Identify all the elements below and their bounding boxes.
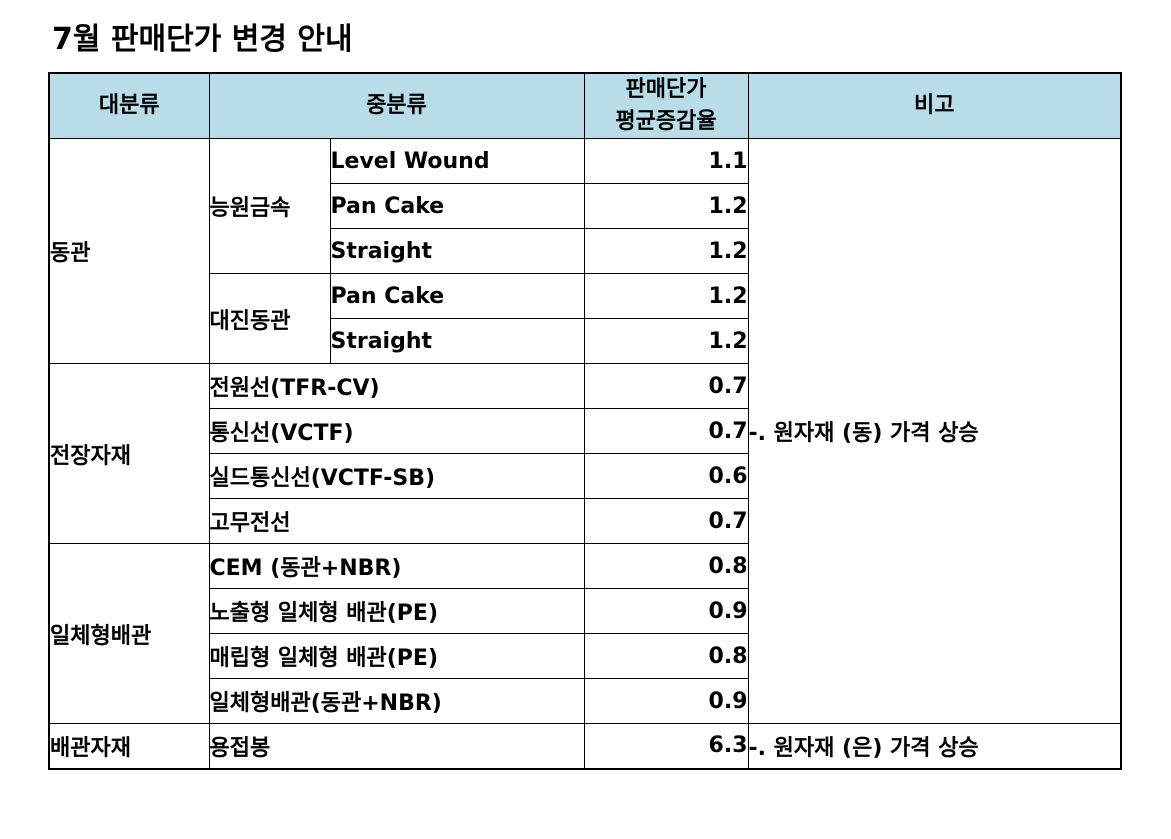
table-row: 동관 능원금속 Level Wound 1.1 -. 원자재 (동) 가격 상승 (48, 138, 1122, 724)
value-cell: 1.1 (583, 138, 749, 184)
header-sub-category: 중분류 (208, 72, 585, 139)
table-row: 전장자재 전원선(TFR-CV) 0.7 (48, 363, 1121, 544)
value-cell: 1.2 (583, 183, 749, 229)
price-change-table: 대분류 중분류 판매단가 평균증감율 비고 동관 능원금속 Level Woun… (48, 72, 1123, 770)
remark-cell: -. 원자재 (동) 가격 상승 (747, 138, 1122, 724)
item-cell: Pan Cake (329, 183, 585, 229)
table-row: 실드통신선(VCTF-SB) 0.6 (49, 453, 1121, 499)
item-cell: Straight (329, 318, 585, 364)
table-row: 통신선(VCTF) 0.7 (49, 408, 1121, 454)
header-remarks: 비고 (747, 72, 1122, 139)
value-cell: 0.8 (583, 543, 749, 589)
table-row: 매립형 일체형 배관(PE) 0.8 (49, 633, 1121, 679)
remark-cell: -. 원자재 (은) 가격 상승 (747, 723, 1122, 769)
value-cell: 0.7 (583, 408, 749, 454)
header-avg-change-line1: 판매단가 (625, 77, 707, 102)
subcategory-cell: 능원금속 (208, 138, 331, 274)
item-cell: Straight (329, 228, 585, 274)
item-cell: 일체형배관(동관+NBR) (208, 678, 585, 724)
header-major-category: 대분류 (48, 72, 210, 139)
table-row: Pan Cake 1.2 (49, 183, 1121, 229)
value-cell: 0.8 (583, 633, 749, 679)
item-cell: 실드통신선(VCTF-SB) (208, 453, 585, 499)
value-cell: 1.2 (583, 318, 749, 364)
header-avg-change-rate: 판매단가 평균증감율 (583, 72, 749, 139)
item-cell: Level Wound (329, 138, 585, 184)
category-cell: 동관 (48, 138, 210, 364)
item-cell: 전원선(TFR-CV) (208, 363, 585, 409)
value-cell: 6.3 (583, 723, 749, 769)
table-row: 일체형배관 CEM (동관+NBR) 0.8 (48, 543, 1121, 724)
header-row: 대분류 중분류 판매단가 평균증감율 비고 (48, 72, 1122, 139)
page-title: 7월 판매단가 변경 안내 (52, 22, 353, 57)
category-cell: 배관자재 (48, 723, 210, 769)
value-cell: 1.2 (583, 273, 749, 319)
item-cell: 통신선(VCTF) (208, 408, 585, 454)
value-cell: 1.2 (583, 228, 749, 274)
table-row: 일체형배관(동관+NBR) 0.9 (49, 678, 1121, 724)
table-row: Straight 1.2 (49, 318, 1121, 364)
item-cell: 용접봉 (208, 723, 585, 769)
item-cell: 고무전선 (208, 498, 585, 544)
item-cell: Pan Cake (329, 273, 585, 319)
item-cell: 노출형 일체형 배관(PE) (208, 588, 585, 634)
value-cell: 0.7 (583, 498, 749, 544)
subcategory-cell: 대진동관 (208, 273, 331, 364)
header-avg-change-line2: 평균증감율 (615, 109, 717, 134)
table-row: 노출형 일체형 배관(PE) 0.9 (49, 588, 1121, 634)
item-cell: CEM (동관+NBR) (208, 543, 585, 589)
item-cell: 매립형 일체형 배관(PE) (208, 633, 585, 679)
value-cell: 0.9 (583, 588, 749, 634)
category-cell: 전장자재 (48, 363, 210, 544)
table-row: 고무전선 0.7 (49, 498, 1121, 544)
category-cell: 일체형배관 (48, 543, 210, 724)
value-cell: 0.7 (583, 363, 749, 409)
value-cell: 0.9 (583, 678, 749, 724)
value-cell: 0.6 (583, 453, 749, 499)
table-row: 배관자재 용접봉 6.3 -. 원자재 (은) 가격 상승 (48, 723, 1122, 769)
